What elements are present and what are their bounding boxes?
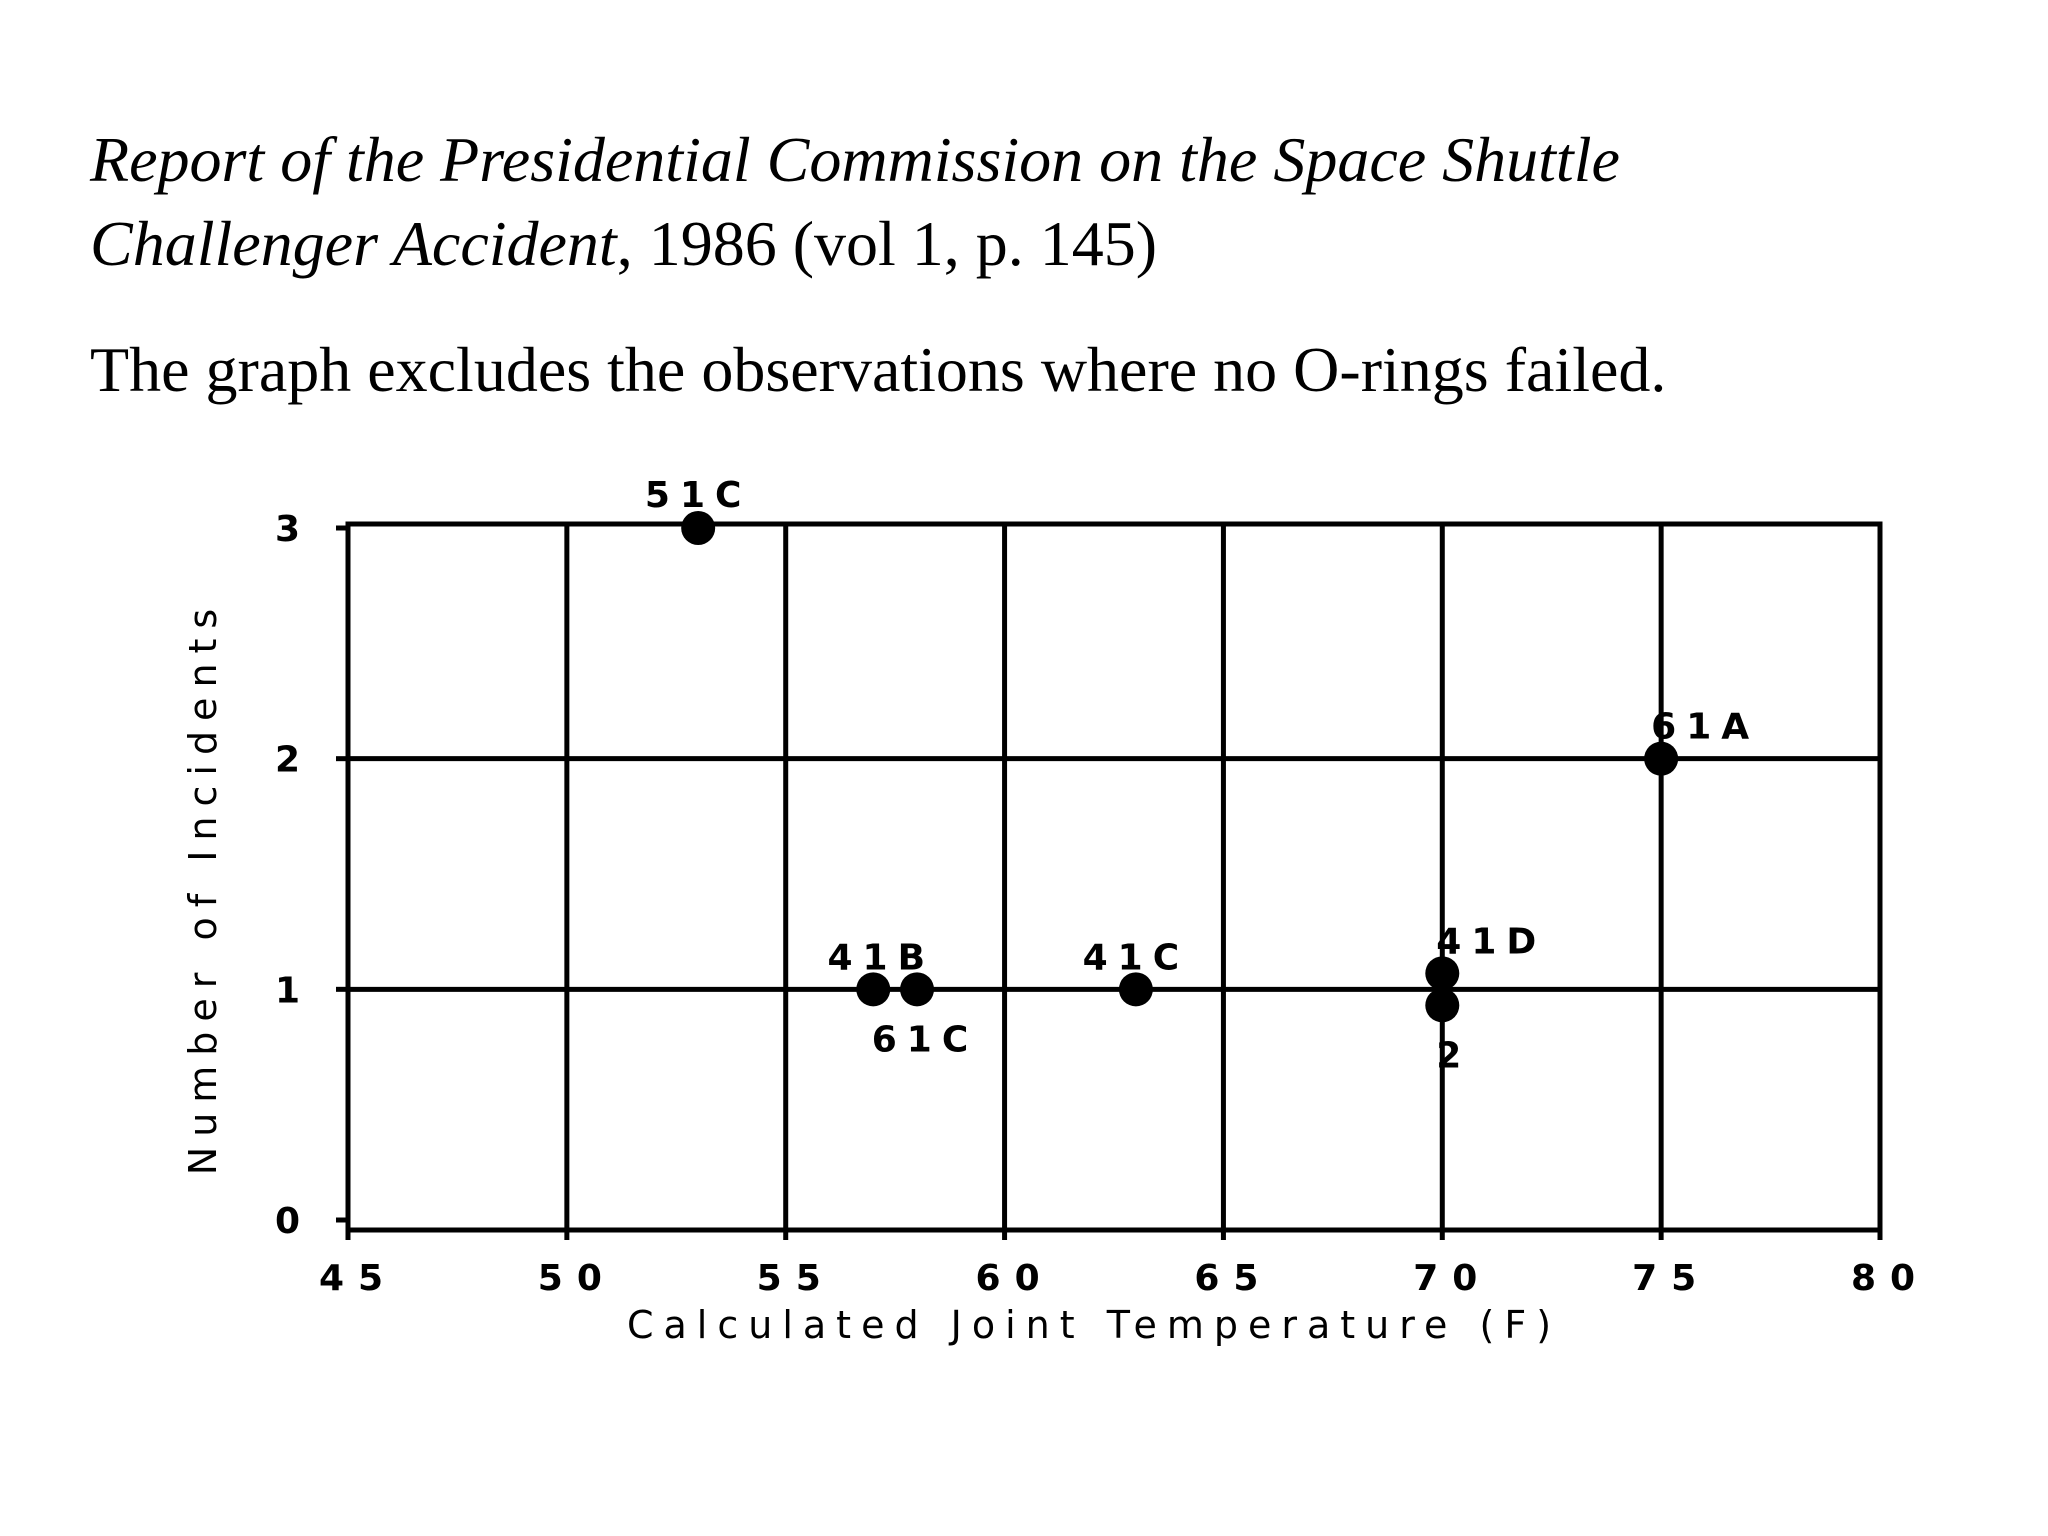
x-tick-label-45: 45 xyxy=(319,1258,397,1299)
data-point-61a xyxy=(1644,741,1679,776)
point-label-41d: 41D xyxy=(1436,921,1546,962)
point-label-41c: 41C xyxy=(1083,937,1190,978)
caption-citation: , 1986 (vol 1, p. 145) xyxy=(616,208,1158,279)
y-tick-label-2: 2 xyxy=(275,740,314,781)
x-tick-label-80: 80 xyxy=(1851,1258,1929,1299)
y-tick-label-1: 1 xyxy=(275,970,314,1011)
data-point-2 xyxy=(1425,988,1460,1023)
x-tick-label-70: 70 xyxy=(1413,1258,1491,1299)
data-point-51c xyxy=(681,511,716,545)
x-tick-label-55: 55 xyxy=(757,1258,835,1299)
data-point-41c xyxy=(1118,972,1153,1007)
axis-ticks: 45 50 55 60 65 70 75 80 0 1 2 3 xyxy=(275,509,1929,1299)
x-tick-label-60: 60 xyxy=(976,1258,1054,1299)
x-tick-label-50: 50 xyxy=(538,1258,616,1299)
data-point-41b xyxy=(856,972,891,1007)
data-point-61c xyxy=(900,972,935,1007)
y-axis-title: Number of Incidents xyxy=(181,599,225,1175)
x-tick-label-65: 65 xyxy=(1194,1258,1272,1299)
point-label-51c: 51C xyxy=(645,475,752,516)
point-label-2: 2 xyxy=(1436,1035,1471,1076)
figure-note: The graph excludes the observations wher… xyxy=(90,334,1667,405)
y-tick-label-3: 3 xyxy=(275,509,314,550)
plot-frame xyxy=(345,521,1883,1233)
x-tick-label-75: 75 xyxy=(1632,1258,1710,1299)
caption-title-line1: Report of the Presidential Commission on… xyxy=(90,124,1620,195)
caption-title-line2: Challenger Accident xyxy=(90,208,617,279)
figure-caption: Report of the Presidential Commission on… xyxy=(90,118,1990,286)
grid-lines xyxy=(348,524,1880,1230)
point-label-61a: 61A xyxy=(1651,707,1759,748)
y-tick-label-0: 0 xyxy=(275,1201,314,1242)
point-label-41b: 41B xyxy=(827,937,935,978)
data-point-41d xyxy=(1425,956,1460,991)
x-axis-title: Calculated Joint Temperature (F) xyxy=(627,1303,1561,1347)
point-label-61c: 61C xyxy=(872,1019,979,1060)
data-points: 51C 41B 61C 41C 41D 2 61A xyxy=(645,475,1759,1076)
